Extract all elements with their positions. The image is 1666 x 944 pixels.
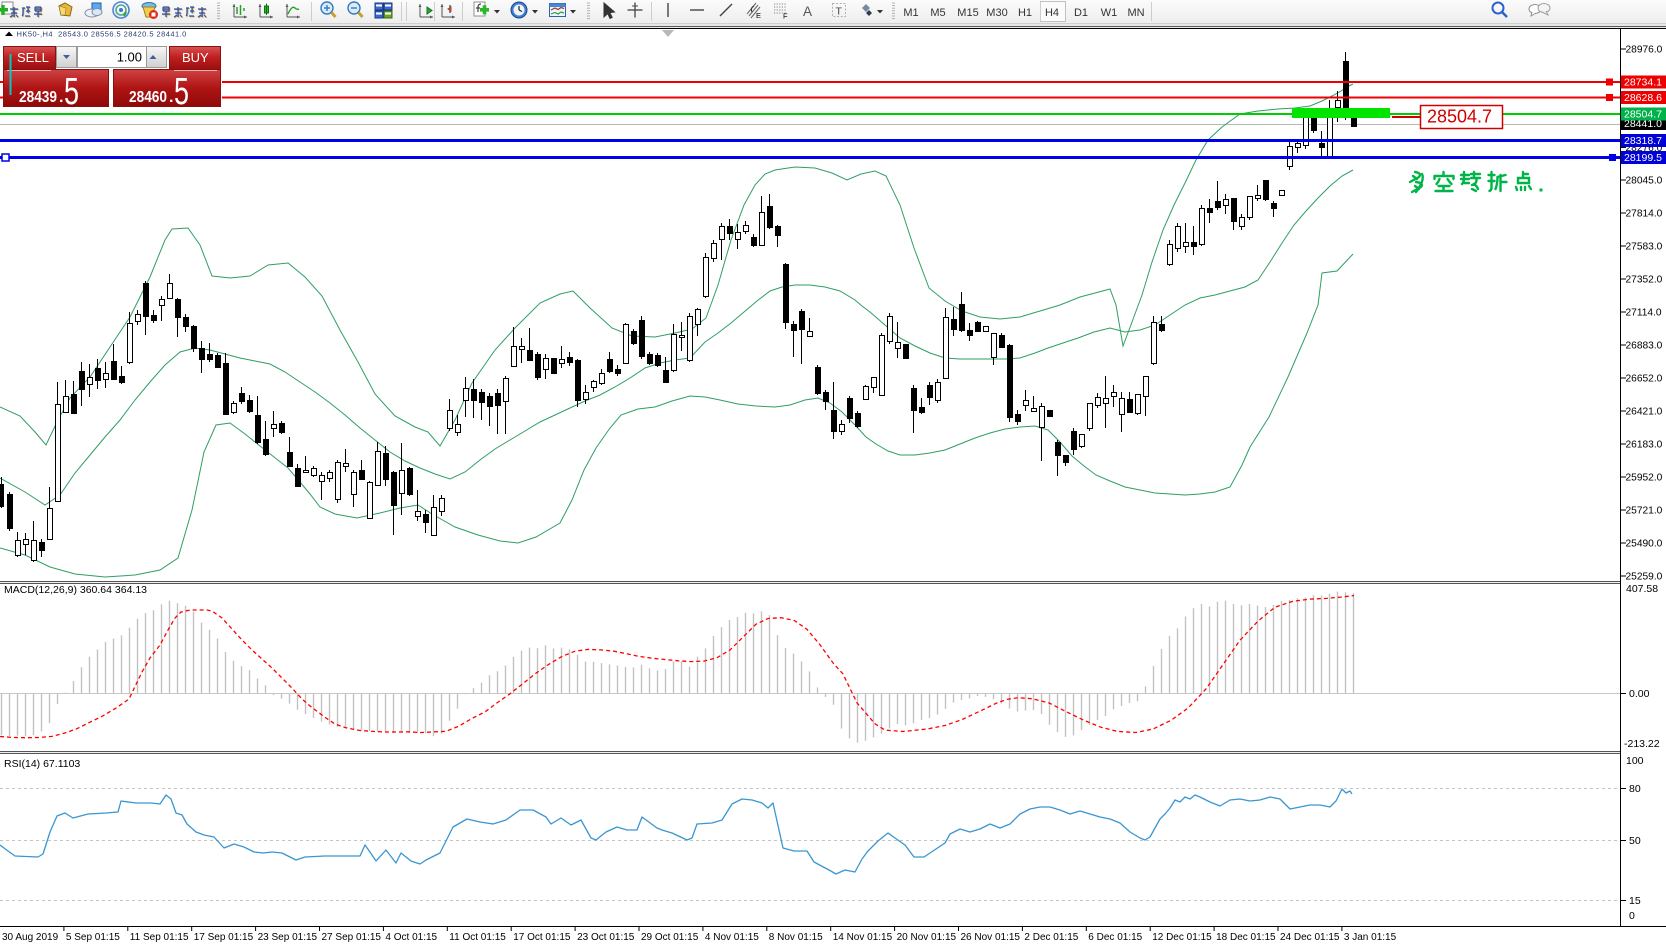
svg-text:11 Sep 01:15: 11 Sep 01:15 — [130, 932, 189, 943]
svg-text:26652.0: 26652.0 — [1626, 374, 1663, 385]
svg-text:5: 5 — [64, 71, 79, 113]
svg-text:28504.7: 28504.7 — [1427, 107, 1492, 127]
svg-text:28318.7: 28318.7 — [1624, 135, 1662, 147]
svg-text:1.00: 1.00 — [117, 50, 142, 65]
svg-text:17 Sep 01:15: 17 Sep 01:15 — [194, 932, 254, 943]
svg-text:28504.7: 28504.7 — [1624, 109, 1662, 121]
svg-text:D1: D1 — [1074, 7, 1088, 19]
svg-text:25721.0: 25721.0 — [1626, 506, 1663, 517]
svg-text:.: . — [169, 89, 173, 106]
svg-text:H4: H4 — [1045, 7, 1059, 19]
svg-text:15: 15 — [1629, 895, 1641, 907]
svg-text:28276.0: 28276.0 — [1626, 143, 1663, 154]
svg-text:28045.0: 28045.0 — [1626, 176, 1663, 187]
svg-text:F: F — [783, 12, 788, 21]
svg-text:M15: M15 — [957, 7, 978, 19]
svg-text:T: T — [836, 6, 843, 18]
svg-text:M30: M30 — [986, 7, 1007, 19]
svg-text:11 Oct 01:15: 11 Oct 01:15 — [449, 932, 506, 943]
svg-text:BUY: BUY — [182, 50, 209, 65]
svg-text:0: 0 — [1629, 910, 1635, 922]
svg-text:A: A — [803, 4, 812, 19]
svg-text:SELL: SELL — [17, 50, 49, 65]
svg-text:.: . — [59, 89, 63, 106]
svg-text:26421.0: 26421.0 — [1626, 407, 1663, 418]
svg-text:28976.0: 28976.0 — [1626, 45, 1663, 56]
svg-text:12 Dec 01:15: 12 Dec 01:15 — [1152, 932, 1212, 943]
svg-text:18 Dec 01:15: 18 Dec 01:15 — [1216, 932, 1276, 943]
svg-text:27583.0: 27583.0 — [1626, 242, 1663, 253]
svg-text:29 Oct 01:15: 29 Oct 01:15 — [641, 932, 699, 943]
svg-text:30 Aug 2019: 30 Aug 2019 — [2, 932, 59, 943]
svg-text:25259.0: 25259.0 — [1626, 572, 1663, 583]
svg-text:26 Nov 01:15: 26 Nov 01:15 — [961, 932, 1021, 943]
svg-text:2 Dec 01:15: 2 Dec 01:15 — [1024, 932, 1078, 943]
svg-text:23 Sep 01:15: 23 Sep 01:15 — [258, 932, 318, 943]
svg-text:5 Sep 01:15: 5 Sep 01:15 — [66, 932, 120, 943]
svg-text:24 Dec 01:15: 24 Dec 01:15 — [1280, 932, 1340, 943]
svg-text:50: 50 — [1629, 835, 1641, 847]
svg-text:28199.5: 28199.5 — [1624, 152, 1662, 164]
svg-text:25952.0: 25952.0 — [1626, 473, 1663, 484]
svg-text:28441.0: 28441.0 — [1624, 118, 1662, 130]
svg-text:26183.0: 26183.0 — [1626, 440, 1663, 451]
svg-text:W1: W1 — [1101, 7, 1118, 19]
svg-text:H1: H1 — [1018, 7, 1032, 19]
svg-text:E: E — [756, 11, 761, 20]
svg-text:28628.6: 28628.6 — [1624, 92, 1662, 104]
svg-text:20 Nov 01:15: 20 Nov 01:15 — [897, 932, 957, 943]
svg-text:MACD(12,26,9) 360.64 364.13: MACD(12,26,9) 360.64 364.13 — [4, 584, 147, 596]
svg-text:5: 5 — [174, 71, 189, 113]
svg-text:27 Sep 01:15: 27 Sep 01:15 — [322, 932, 382, 943]
svg-text:4 Oct 01:15: 4 Oct 01:15 — [385, 932, 437, 943]
svg-text:27814.0: 27814.0 — [1626, 209, 1663, 220]
svg-text:23 Oct 01:15: 23 Oct 01:15 — [577, 932, 635, 943]
svg-text:27352.0: 27352.0 — [1626, 275, 1663, 286]
svg-text:RSI(14) 67.1103: RSI(14) 67.1103 — [4, 758, 80, 770]
svg-text:25490.0: 25490.0 — [1626, 539, 1663, 550]
svg-text:14 Nov 01:15: 14 Nov 01:15 — [833, 932, 893, 943]
svg-text:28439: 28439 — [19, 89, 57, 106]
svg-text:HK50-,H4 28543.0 28556.5 2842: HK50-,H4 28543.0 28556.5 28420.5 28441.0 — [17, 30, 187, 39]
svg-text:MN: MN — [1127, 7, 1144, 19]
svg-text:407.58: 407.58 — [1626, 583, 1658, 595]
svg-text:0.00: 0.00 — [1629, 688, 1650, 700]
svg-text:M5: M5 — [930, 7, 945, 19]
svg-text:8 Nov 01:15: 8 Nov 01:15 — [769, 932, 823, 943]
svg-text:M1: M1 — [903, 7, 918, 19]
svg-text:27114.0: 27114.0 — [1626, 308, 1662, 319]
svg-text:100: 100 — [1626, 755, 1644, 767]
svg-text:6 Dec 01:15: 6 Dec 01:15 — [1088, 932, 1142, 943]
svg-text:4 Nov 01:15: 4 Nov 01:15 — [705, 932, 759, 943]
svg-text:26883.0: 26883.0 — [1626, 341, 1663, 352]
svg-text:80: 80 — [1629, 783, 1641, 795]
svg-text:-213.22: -213.22 — [1624, 738, 1660, 750]
svg-text:28460: 28460 — [129, 89, 167, 106]
svg-text:28734.1: 28734.1 — [1624, 77, 1662, 89]
svg-text:3 Jan 01:15: 3 Jan 01:15 — [1344, 932, 1397, 943]
svg-text:17 Oct 01:15: 17 Oct 01:15 — [513, 932, 571, 943]
